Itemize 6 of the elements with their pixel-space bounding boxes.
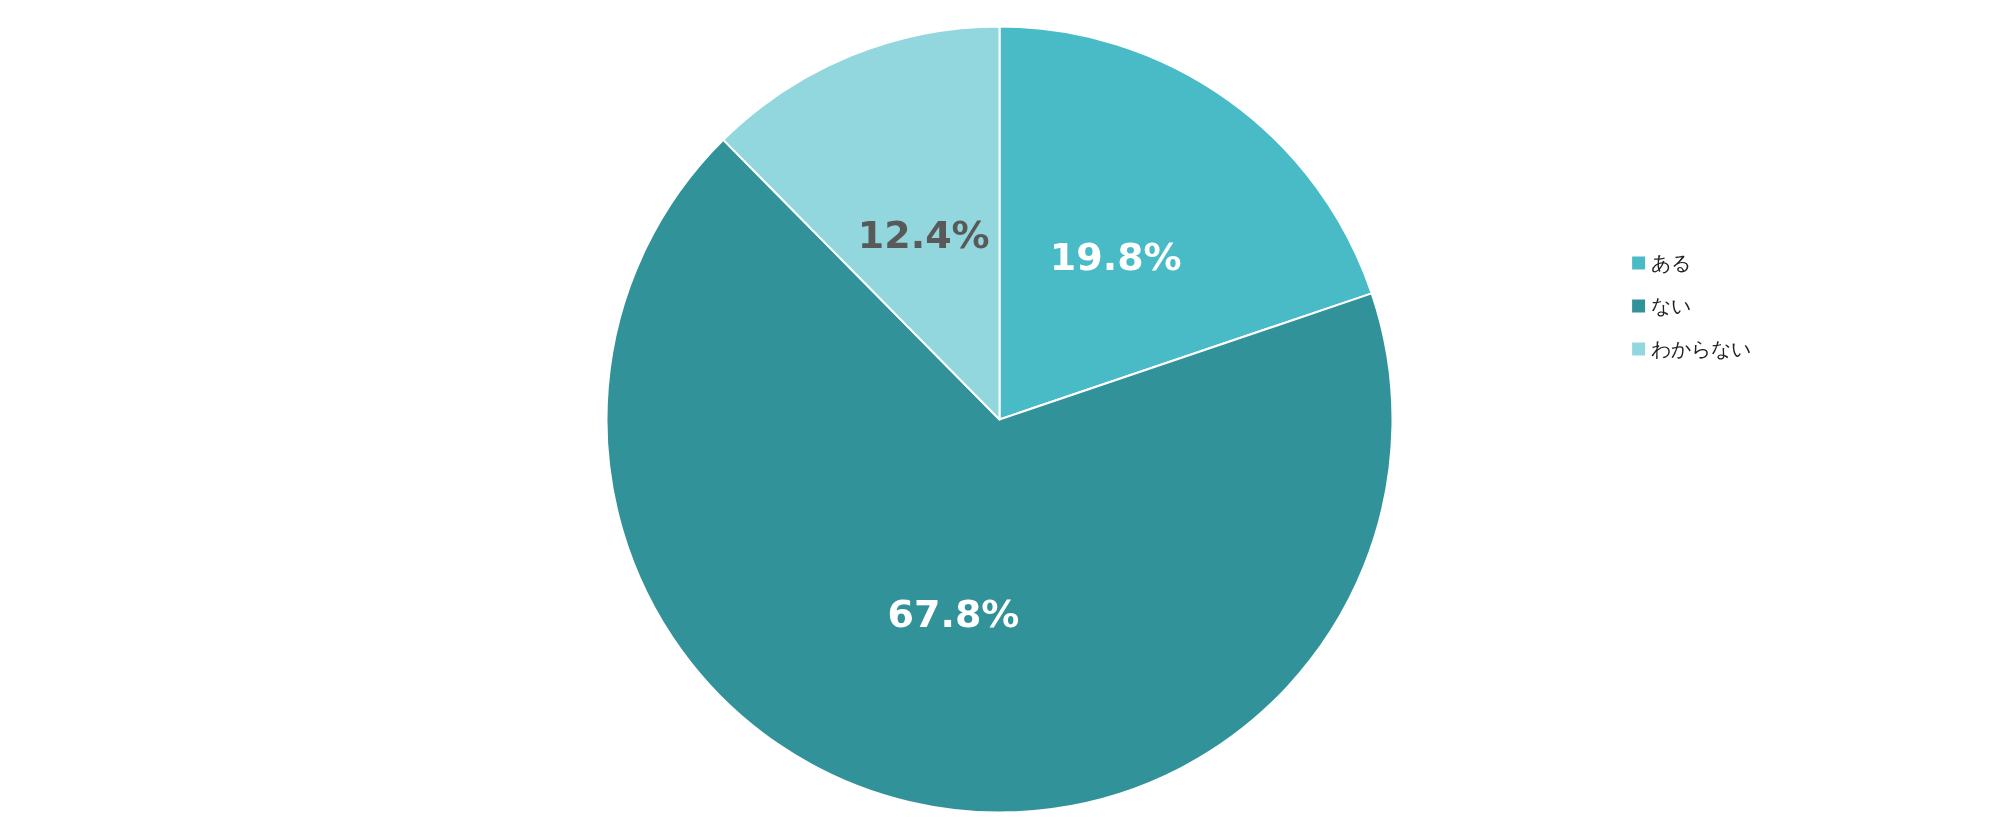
legend-label: ある	[1650, 251, 1691, 275]
data-label: 67.8%	[887, 591, 1020, 636]
data-label: 19.8%	[1049, 235, 1182, 280]
legend-label: ない	[1650, 294, 1691, 318]
data-label: 12.4%	[857, 212, 990, 257]
legend-label: わからない	[1650, 337, 1751, 361]
